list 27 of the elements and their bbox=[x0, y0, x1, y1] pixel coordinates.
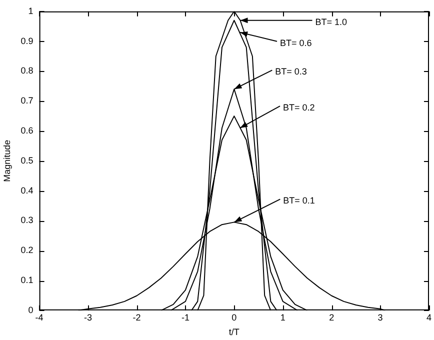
y-tick-label: 0.6 bbox=[20, 125, 34, 136]
y-tick-label: 0 bbox=[28, 304, 34, 315]
x-tick-label: 4 bbox=[426, 312, 432, 322]
y-tick-label: 0.3 bbox=[20, 215, 34, 226]
x-tick-label: -1 bbox=[181, 312, 190, 322]
annotation: BT= 0.1 bbox=[283, 196, 315, 206]
x-tick-label: 3 bbox=[378, 312, 383, 322]
x-tick-label: -2 bbox=[132, 312, 141, 322]
x-tick-label: 0 bbox=[232, 312, 237, 322]
y-tick-label: 0.1 bbox=[20, 274, 34, 285]
x-tick-label: 1 bbox=[280, 312, 286, 322]
y-tick-label: 0.7 bbox=[20, 96, 34, 106]
y-tick-label: 0.9 bbox=[20, 36, 34, 46]
y-tick-label: 0.2 bbox=[20, 245, 34, 256]
y-tick-label: 0.4 bbox=[20, 185, 34, 196]
y-axis-title: Magnitude bbox=[2, 140, 12, 182]
y-tick-label: 0.8 bbox=[20, 66, 34, 76]
annotation: BT= 0.6 bbox=[280, 38, 312, 48]
annotation: BT= 1.0 bbox=[315, 16, 348, 27]
x-axis-title: t/T bbox=[228, 327, 240, 338]
x-tick-label: -3 bbox=[84, 312, 92, 322]
annotation: BT= 0.2 bbox=[283, 102, 315, 112]
y-tick-label: 0.5 bbox=[20, 155, 34, 166]
x-tick-label: -4 bbox=[35, 312, 44, 322]
annotation: BT= 0.3 bbox=[275, 66, 307, 77]
y-tick-label: 1 bbox=[28, 6, 34, 16]
x-tick-label: 2 bbox=[329, 312, 334, 322]
